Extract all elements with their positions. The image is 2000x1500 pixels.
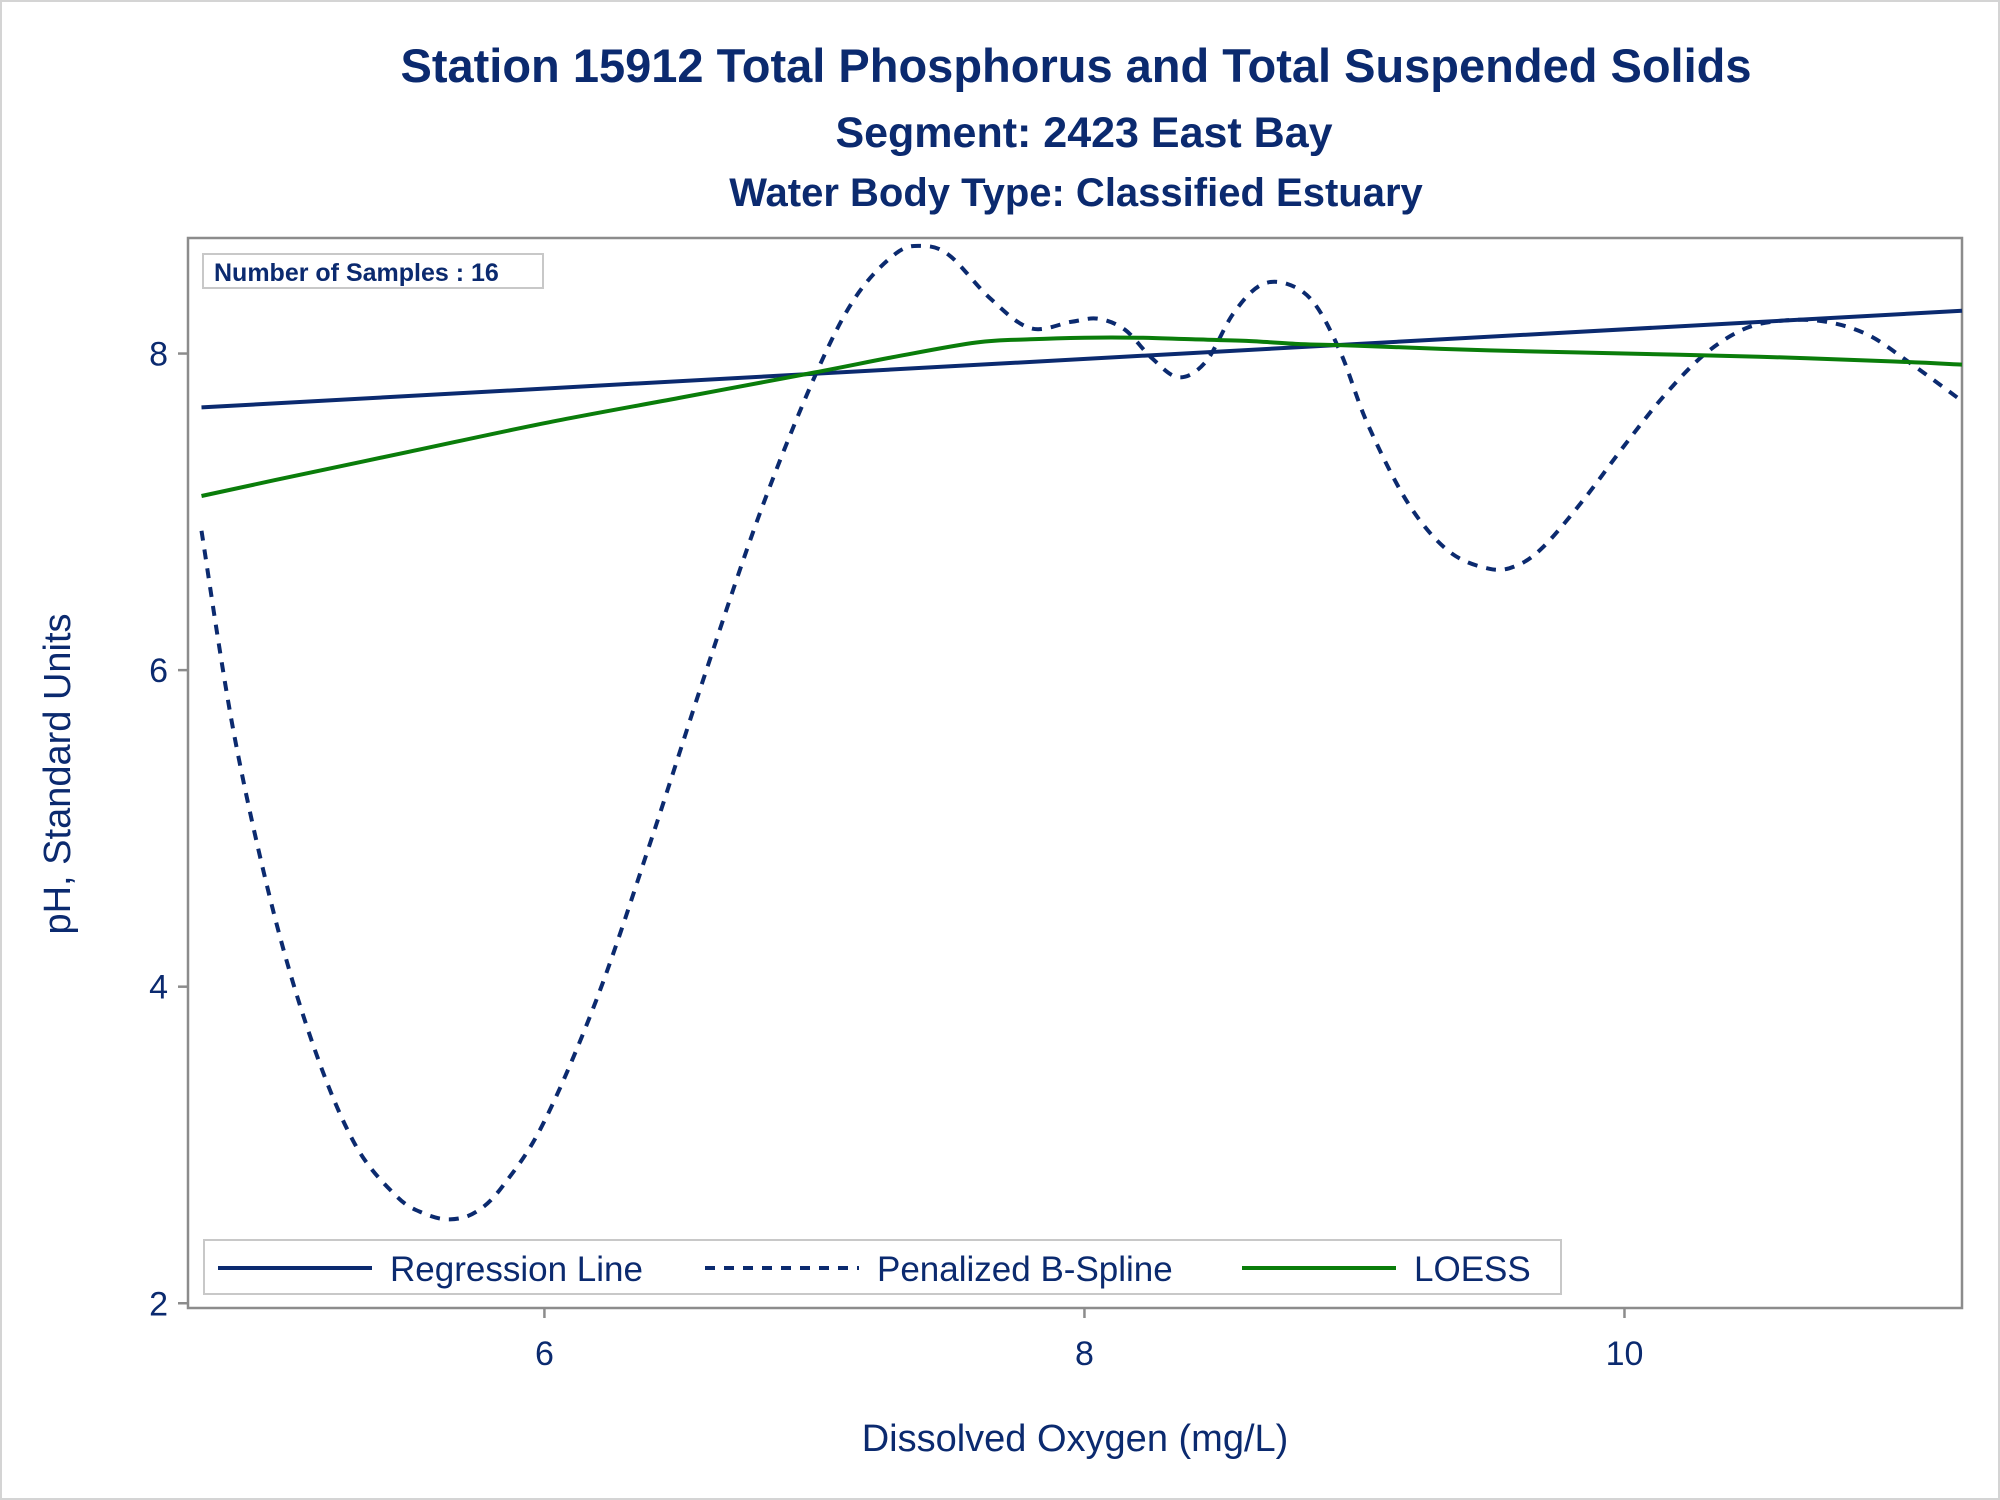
chart-subtitle-2: Water Body Type: Classified Estuary (729, 171, 1423, 215)
x-tick-label: 10 (1606, 1335, 1644, 1373)
series-line-loess (201, 335, 1963, 498)
x-axis-label: Dissolved Oxygen (mg/L) (862, 1418, 1289, 1460)
y-axis-label: pH, Standard Units (37, 613, 79, 934)
chart-subtitle: Segment: 2423 East Bay (835, 109, 1332, 157)
legend-label-loess: LOESS (1414, 1250, 1531, 1289)
legend: Regression Line Penalized B-Spline LOESS (203, 1239, 1562, 1295)
y-tick-label: 4 (149, 969, 168, 1007)
sample-count-box (202, 253, 544, 289)
y-tick-label: 8 (149, 336, 168, 374)
y-tick-label: 2 (149, 1285, 168, 1323)
axis-ticks: 6 8 10 2 4 6 8 (149, 336, 1643, 1373)
x-tick-label: 8 (1075, 1335, 1094, 1373)
series-line-regression (201, 308, 1963, 410)
legend-label-spline: Penalized B-Spline (877, 1250, 1173, 1289)
sample-count-label: Number of Samples : 16 (214, 259, 499, 287)
plot-area (186, 236, 1964, 1310)
chart-title: Station 15912 Total Phosphorus and Total… (401, 39, 1752, 92)
series-layer (199, 243, 1964, 1222)
legend-label-regression: Regression Line (390, 1250, 643, 1289)
y-tick-label: 6 (149, 652, 168, 690)
x-tick-label: 6 (535, 1335, 554, 1373)
